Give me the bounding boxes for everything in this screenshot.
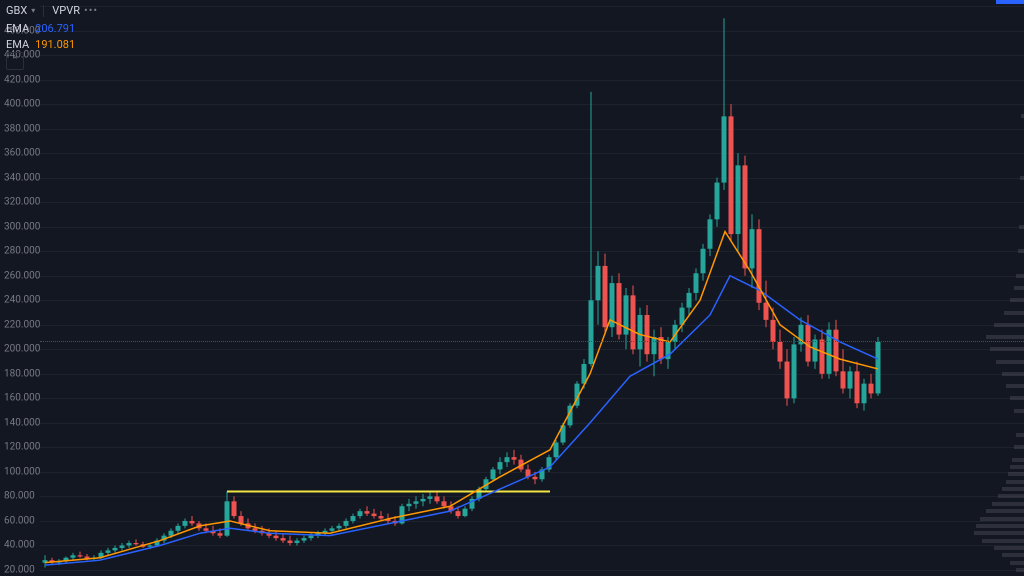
currency-selector[interactable]: GBX ▾	[6, 4, 35, 17]
y-tick-label: 20.000	[4, 565, 35, 576]
indicator-vpvr[interactable]: VPVR •••	[52, 4, 98, 17]
vp-bar	[982, 539, 1024, 543]
vp-bar	[1006, 480, 1024, 484]
vp-bar	[1002, 372, 1024, 376]
vp-bar	[990, 347, 1024, 351]
y-tick-label: 360.000	[4, 148, 40, 159]
y-tick-label: 300.000	[4, 221, 40, 232]
y-tick-label: 400.000	[4, 99, 40, 110]
y-tick-label: 280.000	[4, 246, 40, 257]
y-tick-label: 420.000	[4, 74, 40, 85]
collapse-button[interactable]: ⌃	[6, 52, 24, 70]
vp-bar	[1016, 568, 1024, 572]
vp-bar	[992, 502, 1024, 506]
vp-bar	[1014, 445, 1024, 449]
vp-bar	[998, 494, 1024, 498]
vp-bar	[1002, 487, 1024, 491]
y-tick-label: 220.000	[4, 319, 40, 330]
vp-bar	[986, 335, 1024, 339]
y-tick-label: 340.000	[4, 172, 40, 183]
vp-bar	[994, 546, 1024, 550]
vp-bar	[1010, 298, 1024, 302]
y-tick-label: 160.000	[4, 393, 40, 404]
vp-bar	[1008, 472, 1024, 476]
ema2-label: EMA	[6, 38, 29, 51]
chevron-down-icon: ▾	[31, 6, 35, 15]
y-tick-label: 200.000	[4, 344, 40, 355]
vp-bar	[1016, 274, 1024, 278]
vp-bar	[994, 323, 1024, 327]
indicator-ema1[interactable]: EMA 206.791	[6, 20, 75, 36]
vp-bar	[996, 360, 1024, 364]
vp-bar	[976, 524, 1024, 528]
y-tick-label: 240.000	[4, 295, 40, 306]
y-tick-label: 260.000	[4, 270, 40, 281]
y-tick-label: 380.000	[4, 123, 40, 134]
vp-bar	[986, 509, 1024, 513]
vp-bar	[974, 531, 1024, 535]
ema1-value: 206.791	[35, 22, 75, 35]
ema2-value: 191.081	[35, 38, 75, 51]
divider	[43, 5, 44, 17]
vp-bar	[1010, 396, 1024, 400]
y-tick-label: 80.000	[4, 491, 35, 502]
top-tab-indicator	[996, 0, 1024, 4]
vp-bar	[1014, 286, 1024, 290]
y-tick-label: 320.000	[4, 197, 40, 208]
vp-bar	[1006, 384, 1024, 388]
y-axis[interactable]: 20.000 40.000 60.000 80.000 100.000 120.000 14…	[0, 0, 40, 576]
indicator-ema2[interactable]: EMA 191.081	[6, 36, 75, 52]
vp-bar	[1014, 409, 1024, 413]
volume-profile	[964, 0, 1024, 576]
y-tick-label: 180.000	[4, 368, 40, 379]
y-tick-label: 100.000	[4, 466, 40, 477]
vp-bar	[1010, 561, 1024, 565]
vp-bar	[1010, 465, 1024, 469]
vp-bar	[1016, 433, 1024, 437]
price-line	[40, 341, 1024, 342]
vp-bar	[980, 517, 1024, 521]
more-dots-icon[interactable]: •••	[84, 4, 98, 17]
indicator-list: EMA 206.791 EMA 191.081	[6, 20, 75, 52]
y-tick-label: 60.000	[4, 515, 35, 526]
vp-bar	[1018, 249, 1024, 253]
vp-bar	[1019, 225, 1024, 229]
y-tick-label: 120.000	[4, 442, 40, 453]
chart-svg[interactable]	[0, 0, 1024, 576]
y-tick-label: 140.000	[4, 417, 40, 428]
chart-container: GBX ▾ VPVR ••• EMA 206.791 EMA 191.081 ⌃…	[0, 0, 1024, 576]
chart-header: GBX ▾ VPVR •••	[6, 4, 98, 17]
y-tick-label: 40.000	[4, 540, 35, 551]
vpvr-label: VPVR	[52, 4, 80, 17]
vp-bar	[1002, 553, 1024, 557]
ema1-label: EMA	[6, 22, 29, 35]
chevron-up-icon: ⌃	[11, 56, 19, 66]
vp-bar	[1020, 176, 1024, 180]
currency-label: GBX	[6, 4, 27, 17]
vp-bar	[1012, 458, 1024, 462]
vp-bar	[1004, 311, 1024, 315]
